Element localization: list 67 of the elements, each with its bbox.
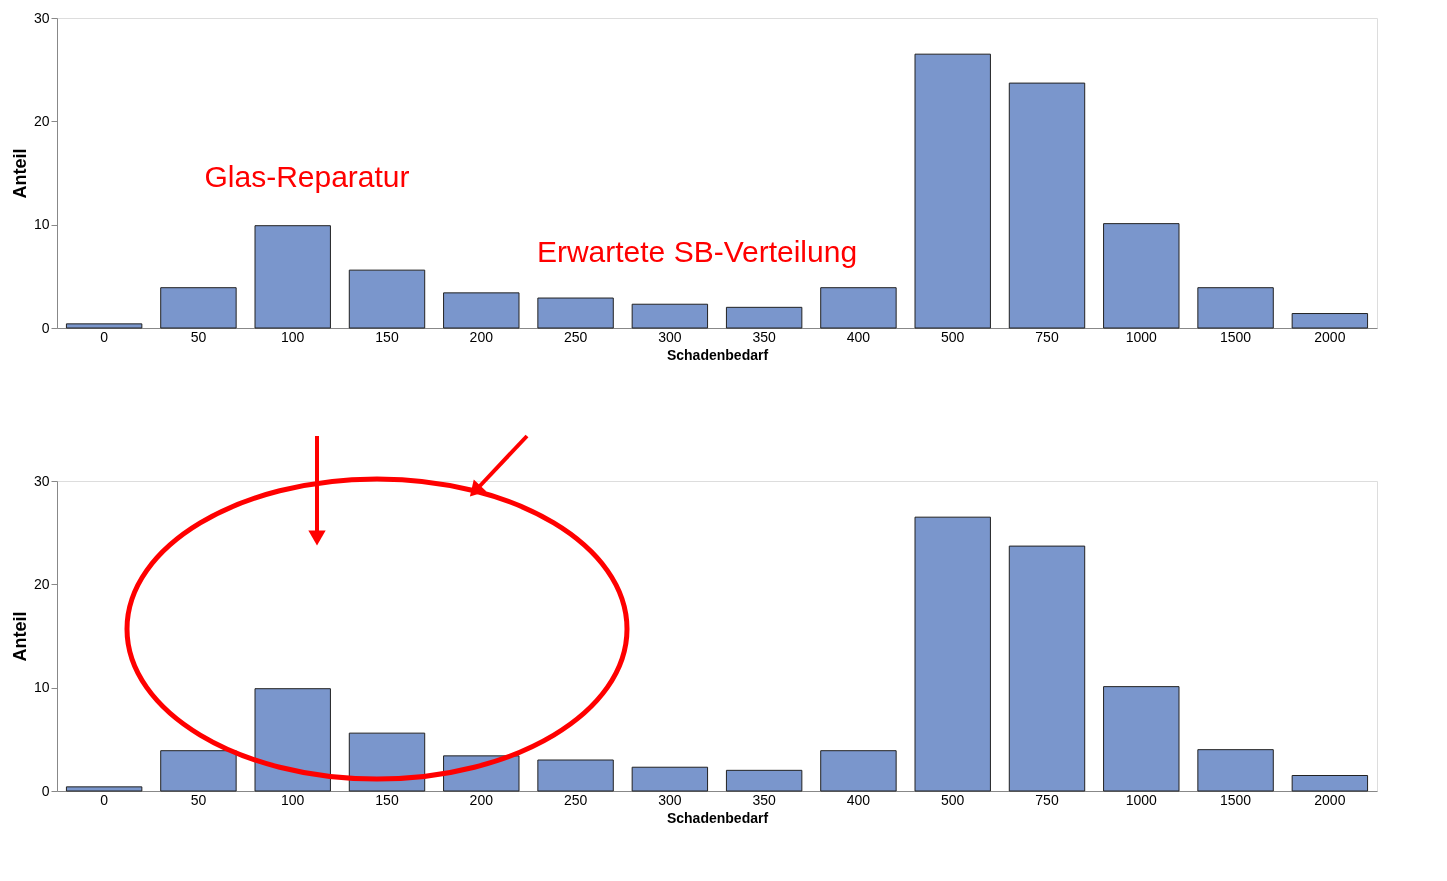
bar: [348, 732, 426, 792]
x-tick-label: 2000: [1314, 328, 1346, 345]
annotation: Erwartete SB-Verteilung: [536, 235, 858, 268]
bar: [65, 786, 143, 792]
x-tick-label: 350: [752, 791, 777, 808]
bar: [1291, 775, 1369, 792]
y-axis-title: Anteil: [9, 611, 30, 662]
x-tick-label: 750: [1035, 328, 1059, 345]
x-tick-label: 50: [190, 328, 207, 345]
x-tick-label: 250: [563, 328, 588, 345]
x-tick-label: 1500: [1219, 328, 1252, 345]
bar: [443, 292, 520, 329]
x-tick-label: 200: [469, 791, 494, 808]
x-tick-label: 750: [1035, 791, 1059, 808]
bar: [914, 53, 991, 329]
x-tick-label: 100: [281, 791, 305, 808]
bar: [348, 269, 426, 329]
bar: [914, 516, 991, 792]
y-axis-title: Anteil: [9, 148, 30, 199]
x-tick-label: 300: [658, 328, 682, 345]
bar: [65, 323, 143, 329]
x-tick-label: 350: [752, 328, 777, 345]
x-tick-label: 50: [190, 791, 207, 808]
x-tick-label: 1000: [1125, 791, 1158, 808]
x-axis-title: Schadenbedarf: [666, 809, 769, 826]
x-tick-label: 500: [941, 791, 965, 808]
x-tick-label: 100: [281, 328, 305, 345]
x-axis-title: Schadenbedarf: [666, 346, 769, 363]
bar: [1103, 223, 1180, 329]
bar: [631, 303, 709, 329]
bar: [820, 750, 897, 792]
y-tick-label: 10: [33, 216, 50, 233]
x-tick-label: 400: [846, 328, 871, 345]
x-tick-label: 2000: [1314, 791, 1346, 808]
x-tick-label: 0: [100, 328, 109, 345]
x-tick-label: 300: [658, 791, 682, 808]
bar: [725, 306, 803, 329]
x-tick-label: 0: [100, 791, 109, 808]
x-tick-label: 200: [469, 328, 494, 345]
x-tick-label: 1000: [1125, 328, 1158, 345]
bar: [254, 688, 331, 792]
x-tick-label: 1500: [1219, 791, 1252, 808]
bar: [1291, 313, 1369, 329]
bar: [1197, 749, 1274, 792]
bar: [631, 766, 709, 792]
y-tick-label: 30: [33, 9, 50, 26]
x-tick-label: 500: [941, 328, 965, 345]
x-tick-label: 150: [375, 791, 399, 808]
y-tick-label: 30: [33, 472, 50, 489]
bar: [254, 225, 331, 329]
bar: [1008, 82, 1086, 329]
bar: [160, 287, 237, 329]
bar: [537, 759, 614, 792]
bar: [1197, 287, 1274, 329]
x-tick-label: 400: [846, 791, 871, 808]
bar: [537, 297, 614, 329]
annotation: Glas-Reparatur: [204, 160, 410, 193]
y-tick-label: 20: [33, 575, 50, 592]
y-tick-label: 20: [33, 112, 50, 129]
bar: [1008, 545, 1086, 792]
x-tick-label: 250: [563, 791, 588, 808]
bar: [160, 750, 237, 792]
x-tick-label: 150: [375, 328, 399, 345]
bar: [820, 287, 897, 329]
bar: [725, 769, 803, 792]
y-tick-label: 10: [33, 679, 50, 696]
bar: [1103, 686, 1180, 792]
